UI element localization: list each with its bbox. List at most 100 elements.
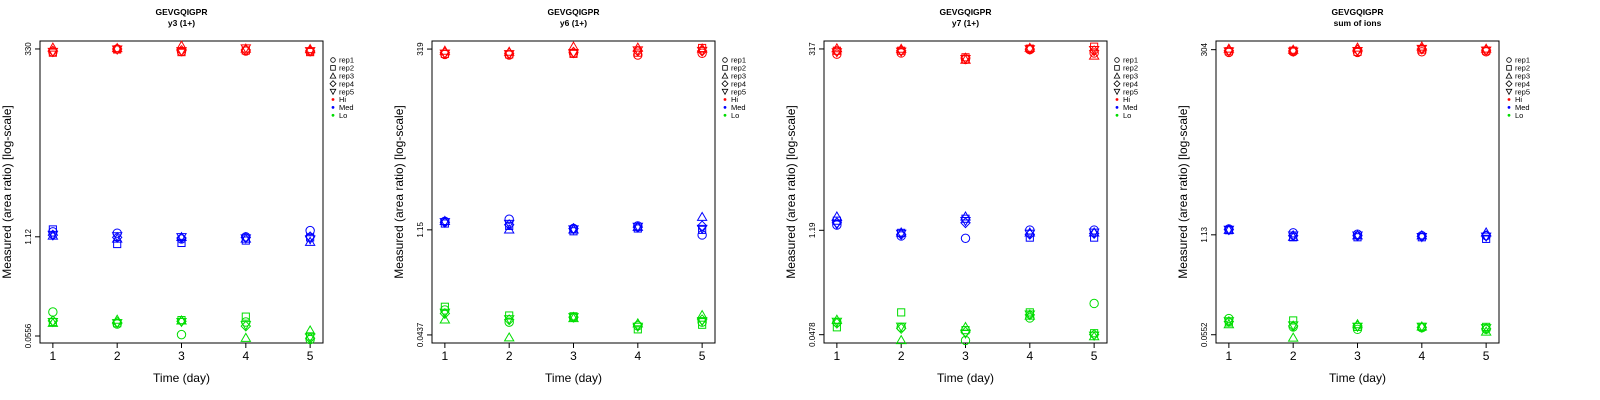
- data-point-lo-rep5: [1352, 322, 1363, 333]
- legend-label-rep2: rep2: [731, 64, 746, 73]
- legend-label-rep4: rep4: [339, 79, 354, 88]
- legend-symbol-rep5: [329, 88, 337, 96]
- data-point-lo-rep3: [176, 315, 187, 325]
- data-point-lo-rep5: [1287, 321, 1299, 331]
- legend-symbol-rep5: [1505, 88, 1513, 96]
- data-point-hi-rep5: [111, 45, 123, 55]
- data-point-lo-rep3: [240, 332, 252, 342]
- data-point-med-rep5: [1352, 231, 1363, 241]
- data-point-hi-rep5: [1352, 47, 1363, 57]
- data-point-med-rep5: [960, 217, 971, 227]
- data-point-hi-rep5: [831, 48, 843, 58]
- data-point-med-rep3: [1352, 229, 1363, 240]
- data-point-lo-rep5: [696, 317, 708, 327]
- data-point-lo-rep5: [1024, 310, 1036, 320]
- data-point-lo-rep5: [1416, 322, 1428, 333]
- y-tick-label: 317: [808, 42, 817, 56]
- x-tick-label: 2: [506, 349, 513, 363]
- chart-title: GEVGQIGPR: [1332, 7, 1384, 17]
- legend-label-rep3: rep3: [1123, 72, 1138, 81]
- x-tick-label: 1: [442, 349, 449, 363]
- x-tick-label: 1: [50, 349, 57, 363]
- chart-subtitle: y7 (1+): [952, 18, 979, 28]
- data-point-hi-rep5: [503, 50, 515, 60]
- y-tick-label: 1.13: [1200, 226, 1209, 242]
- legend-label-rep3: rep3: [1515, 72, 1530, 81]
- legend-symbol-rep4: [1113, 80, 1121, 88]
- data-point-lo-rep1: [1089, 298, 1099, 309]
- x-tick-label: 2: [1290, 349, 1297, 363]
- data-point-hi-rep1: [1089, 48, 1099, 58]
- data-point-hi-rep3: [111, 42, 123, 53]
- data-point-lo-rep3: [831, 314, 843, 324]
- legend-symbol-rep3: [329, 72, 337, 79]
- data-point-med-rep5: [895, 229, 907, 240]
- legend-label-rep1: rep1: [1515, 56, 1530, 65]
- legend-symbol-rep1: [330, 57, 336, 63]
- data-point-hi-rep5: [960, 55, 971, 65]
- x-tick-label: 3: [962, 349, 969, 363]
- data-point-lo-rep5: [47, 317, 59, 328]
- data-point-med-rep5: [176, 233, 187, 243]
- legend-label-rep5: rep5: [1123, 87, 1138, 96]
- data-point-med-rep1: [697, 230, 707, 240]
- x-tick-label: 4: [1418, 349, 1425, 363]
- legend-dot-hi: [1115, 98, 1119, 101]
- legend-symbol-rep1: [1114, 57, 1120, 63]
- data-point-lo-rep2: [1289, 316, 1298, 325]
- data-point-lo-rep2: [633, 325, 642, 334]
- data-points: [831, 42, 1100, 346]
- x-tick-label: 3: [178, 349, 185, 363]
- x-tick-label: 1: [1226, 349, 1233, 363]
- data-point-hi-rep5: [632, 46, 644, 56]
- data-point-lo-rep1: [504, 317, 514, 327]
- data-point-med-rep3: [503, 224, 515, 234]
- data-point-hi-rep1: [1417, 47, 1427, 57]
- x-tick-label: 4: [242, 349, 249, 363]
- data-point-hi-rep5: [304, 47, 316, 57]
- data-point-med-rep2: [48, 225, 57, 234]
- x-tick-label: 5: [1483, 349, 1490, 363]
- y-tick-label: 330: [24, 42, 33, 56]
- x-axis-label: Time (day): [545, 371, 602, 385]
- data-point-lo-rep5: [895, 322, 907, 333]
- data-points: [439, 41, 708, 342]
- data-point-med-rep1: [960, 233, 971, 244]
- data-point-hi-rep5: [696, 46, 708, 57]
- data-point-hi-rep5: [1480, 46, 1492, 57]
- plot-frame: [431, 40, 716, 344]
- legend-symbol-rep2: [722, 65, 728, 71]
- data-point-lo-rep5: [831, 317, 843, 328]
- legend-dot-hi: [1507, 98, 1511, 101]
- data-point-med-rep3: [831, 211, 843, 221]
- legend-label-hi: Hi: [731, 95, 738, 104]
- y-axis-label: Measured (area ratio) [log-scale]: [392, 105, 406, 278]
- legend-symbol-rep2: [1506, 65, 1512, 71]
- chart-title: GEVGQIGPR: [548, 7, 600, 17]
- data-point-hi-rep5: [895, 47, 907, 58]
- legend-symbol-rep2: [330, 65, 336, 71]
- data-point-lo-rep5: [960, 329, 971, 340]
- data-point-lo-rep1: [48, 307, 58, 317]
- data-point-lo-rep1: [176, 329, 187, 340]
- legend-label-hi: Hi: [339, 95, 346, 104]
- data-point-lo-rep2: [440, 302, 449, 311]
- legend-label-rep4: rep4: [731, 79, 746, 88]
- legend-dot-med: [1507, 106, 1511, 109]
- x-tick-label: 5: [699, 349, 706, 363]
- data-point-lo-rep5: [632, 322, 644, 333]
- data-point-lo-rep5: [176, 317, 187, 328]
- legend-label-rep1: rep1: [731, 56, 746, 65]
- legend-dot-med: [331, 106, 335, 109]
- data-point-med-rep3: [1416, 229, 1428, 240]
- legend-dot-med: [723, 106, 727, 109]
- legend-label-lo: Lo: [1123, 111, 1131, 120]
